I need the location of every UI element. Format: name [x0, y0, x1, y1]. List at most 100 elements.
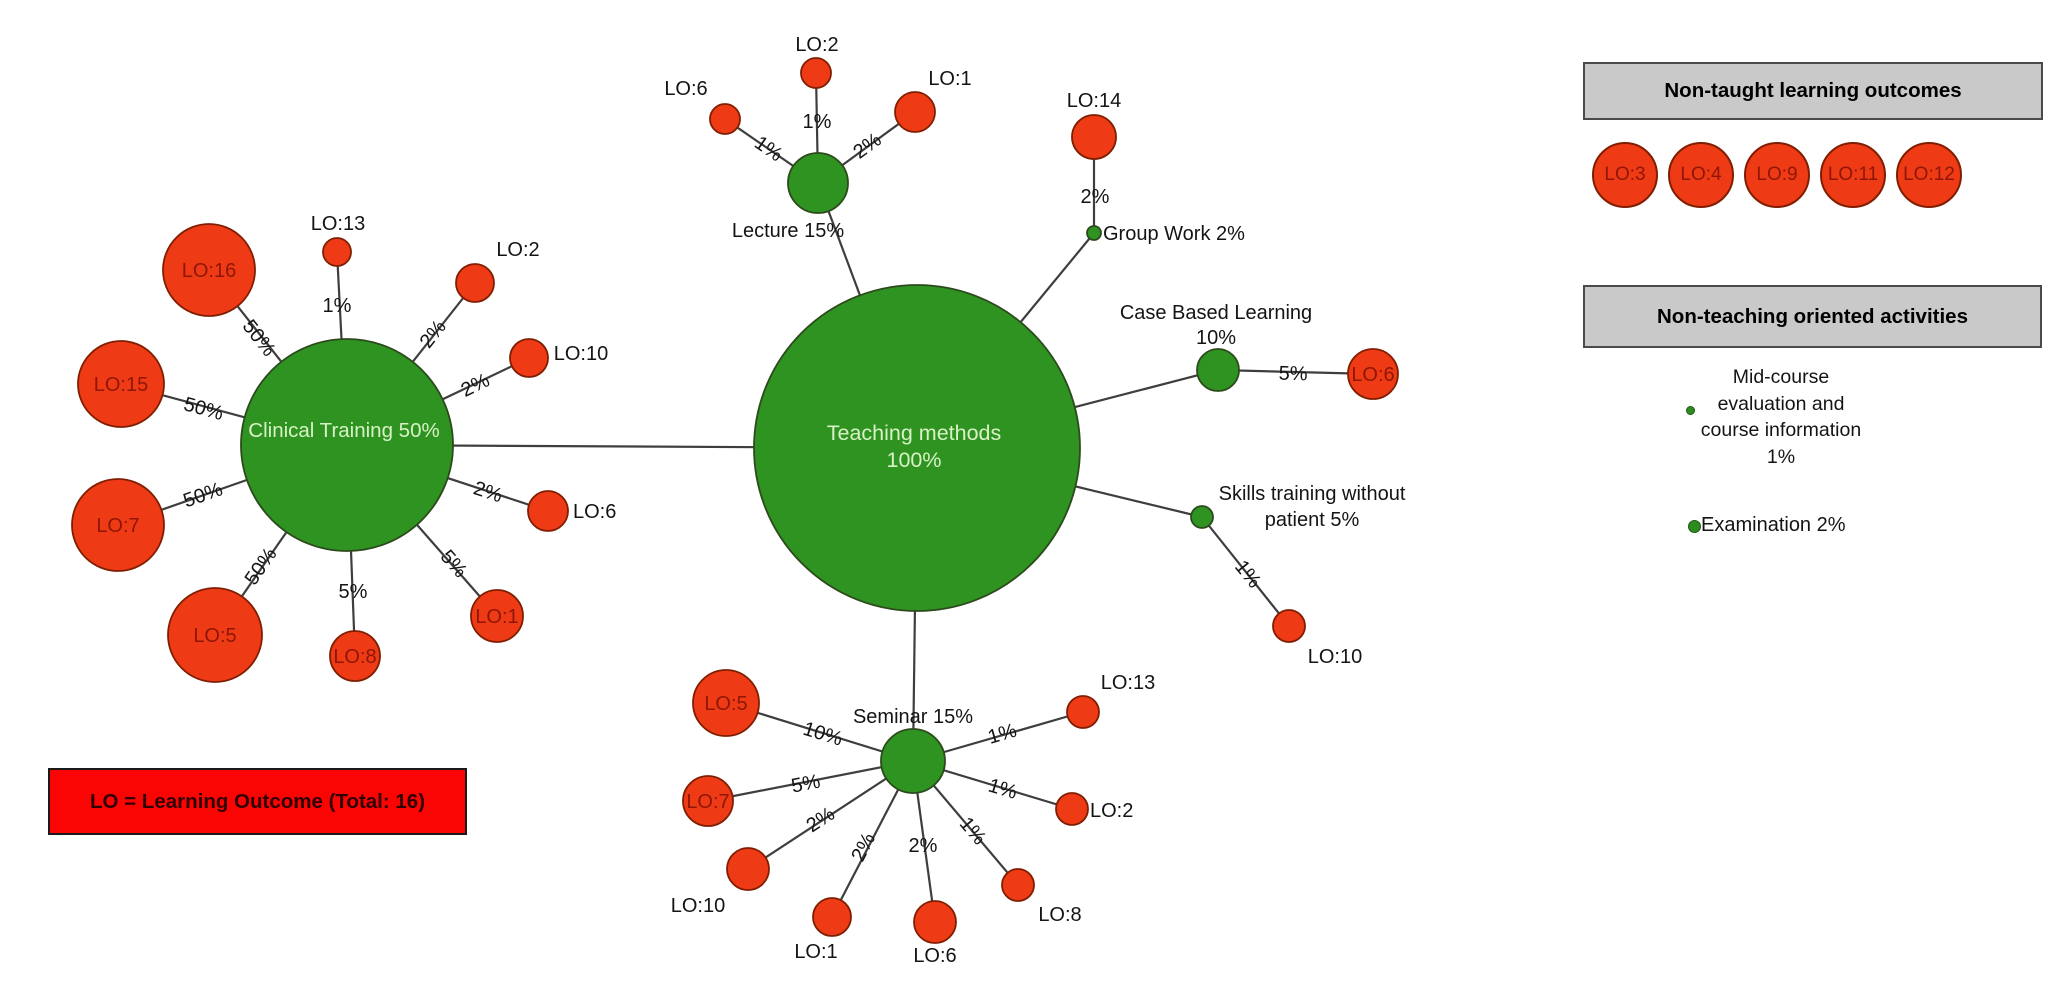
node-label-cb_LO6: LO:6 [1351, 364, 1394, 386]
node-label-teaching: 100% [887, 448, 942, 472]
mid-course-evaluation-dot [1686, 406, 1695, 415]
node-label-cl_LO7: LO:7 [96, 515, 139, 537]
edge-percentage-label: 1% [803, 111, 832, 133]
non-taught-outcome-lo12: LO:12 [1896, 142, 1962, 208]
non-taught-outcomes-header: Non-taught learning outcomes [1583, 62, 2043, 120]
edge-seminar-sem_LO7 [707, 759, 914, 803]
node-label-cl_LO8: LO:8 [333, 646, 376, 668]
legend-label: LO = Learning Outcome (Total: 16) [89, 789, 426, 813]
edge-percentage-label: 1% [955, 813, 991, 849]
non-taught-outcome-lo3: LO:3 [1592, 142, 1658, 208]
node-cl_LO13 [322, 237, 352, 267]
node-label-cl_LO16: LO:16 [182, 260, 236, 282]
node-sem_LO1 [812, 897, 852, 937]
node-cl_LO8 [329, 630, 381, 682]
node-label-sem_LO13: LO:13 [1101, 672, 1155, 694]
examination-label: Examination 2% [1701, 514, 1846, 536]
edge-percentage-label: 2% [849, 129, 885, 164]
node-label-seminar: Seminar 15% [853, 706, 973, 728]
node-lec_LO6 [709, 103, 741, 135]
edge-percentage-label: 2% [909, 835, 938, 857]
node-sem_LO5 [692, 669, 760, 737]
edge-percentage-label: 5% [790, 771, 823, 798]
node-label-sk_LO10: LO:10 [1308, 646, 1362, 668]
node-clinical [240, 338, 454, 552]
node-cl_LO15 [77, 340, 165, 428]
node-teaching [753, 284, 1081, 612]
edge-percentage-label: 2% [1081, 186, 1110, 208]
mid-course-line-2: evaluation and [1717, 392, 1845, 415]
node-label-sem_LO8: LO:8 [1038, 904, 1081, 926]
node-label-casebased: 10% [1196, 327, 1236, 349]
node-label-teaching: Teaching methods [827, 421, 1002, 445]
non-teaching-activities-title: Non-teaching oriented activities [1657, 304, 1968, 328]
node-label-skills: patient 5% [1265, 509, 1360, 531]
edge-percentage-label: 50% [241, 544, 282, 590]
edge-percentage-label: 1% [1230, 556, 1265, 592]
node-cl_LO6 [527, 490, 569, 532]
node-sem_LO7 [682, 775, 734, 827]
node-label-sem_LO5: LO:5 [704, 693, 747, 715]
edge-percentage-label: 1% [986, 775, 1020, 804]
node-cl_LO7 [71, 478, 165, 572]
non-taught-outcome-lo9: LO:9 [1744, 142, 1810, 208]
node-label-cl_LO13: LO:13 [311, 213, 365, 235]
node-lec_LO1 [894, 91, 936, 133]
mid-course-line-3: course information [1700, 419, 1862, 441]
mid-course-line-4: 1% [1766, 445, 1796, 468]
non-taught-outcome-lo11: LO:11 [1820, 142, 1886, 208]
edge-percentage-label: 2% [803, 803, 839, 837]
node-label-cl_LO10: LO:10 [554, 343, 608, 365]
node-label-skills: Skills training without [1219, 483, 1406, 505]
node-label-casebased: Case Based Learning [1120, 302, 1312, 324]
node-sem_LO2 [1055, 792, 1089, 826]
node-label-clinical: Clinical Training 50% [248, 419, 439, 442]
node-label-sem_LO2: LO:2 [1090, 800, 1133, 822]
non-taught-outcomes-title: Non-taught learning outcomes [1664, 79, 1962, 102]
examination-item: Examination 2% [1701, 514, 1846, 537]
node-label-lec_LO2: LO:2 [795, 34, 838, 56]
node-label-cl_LO1: LO:1 [475, 606, 518, 628]
edge-percentage-label: 1% [985, 720, 1019, 749]
non-teaching-activities-header: Non-teaching oriented activities [1583, 285, 2042, 348]
node-cl_LO1 [470, 589, 524, 643]
node-label-sem_LO6: LO:6 [913, 945, 956, 967]
edge-percentage-label: 2% [458, 369, 494, 401]
node-sem_LO13 [1066, 695, 1100, 729]
node-label-cl_LO6: LO:6 [573, 501, 616, 523]
node-cl_LO10 [509, 338, 549, 378]
node-cl_LO16 [162, 223, 256, 317]
legend-box: LO = Learning Outcome (Total: 16) [48, 768, 467, 835]
node-lec_LO2 [800, 57, 832, 89]
node-label-sem_LO1: LO:1 [794, 941, 837, 963]
mid-course-evaluation-item: Mid-course evaluation and course informa… [1666, 364, 1896, 470]
node-cl_LO2 [455, 263, 495, 303]
node-label-cl_LO15: LO:15 [94, 374, 148, 396]
node-label-lec_LO6: LO:6 [664, 78, 707, 100]
node-skills [1190, 505, 1214, 529]
node-label-lecture: Lecture 15% [732, 220, 845, 242]
node-label-cl_LO5: LO:5 [193, 625, 236, 647]
node-cb_LO6 [1347, 348, 1399, 400]
node-sem_LO8 [1001, 868, 1035, 902]
edge-percentage-label: 1% [323, 295, 352, 317]
edge-percentage-label: 50% [238, 316, 280, 361]
examination-dot [1688, 520, 1701, 533]
node-label-sem_LO10: LO:10 [671, 895, 725, 917]
node-label-groupwork: Group Work 2% [1103, 223, 1245, 245]
node-label-cl_LO2: LO:2 [496, 239, 539, 261]
node-cl_LO5 [167, 587, 263, 683]
edge-percentage-label: 5% [1278, 363, 1308, 386]
node-sem_LO10 [726, 847, 770, 891]
edge-percentage-label: 1% [750, 132, 786, 167]
node-label-lec_LO1: LO:1 [928, 68, 971, 90]
node-sk_LO10 [1272, 609, 1306, 643]
edge-percentage-label: 50% [181, 393, 226, 425]
mid-course-line-1: Mid-course [1732, 366, 1830, 388]
node-groupwork [1086, 225, 1102, 241]
edge-percentage-label: 10% [800, 718, 845, 751]
node-label-sem_LO7: LO:7 [686, 791, 729, 813]
node-LO14 [1071, 114, 1117, 160]
